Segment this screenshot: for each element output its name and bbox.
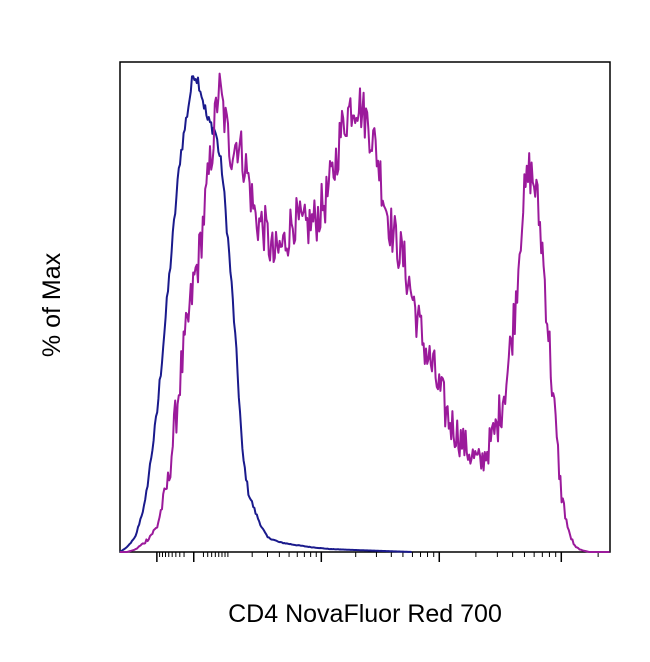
y-axis-title: % of Max xyxy=(38,252,66,357)
series-line-2 xyxy=(120,72,610,553)
plot-frame xyxy=(119,61,611,553)
x-axis-ticks xyxy=(156,552,599,562)
x-axis-title: CD4 NovaFluor Red 700 xyxy=(228,600,502,628)
series-layer xyxy=(119,72,610,553)
series-line-1 xyxy=(119,75,412,553)
